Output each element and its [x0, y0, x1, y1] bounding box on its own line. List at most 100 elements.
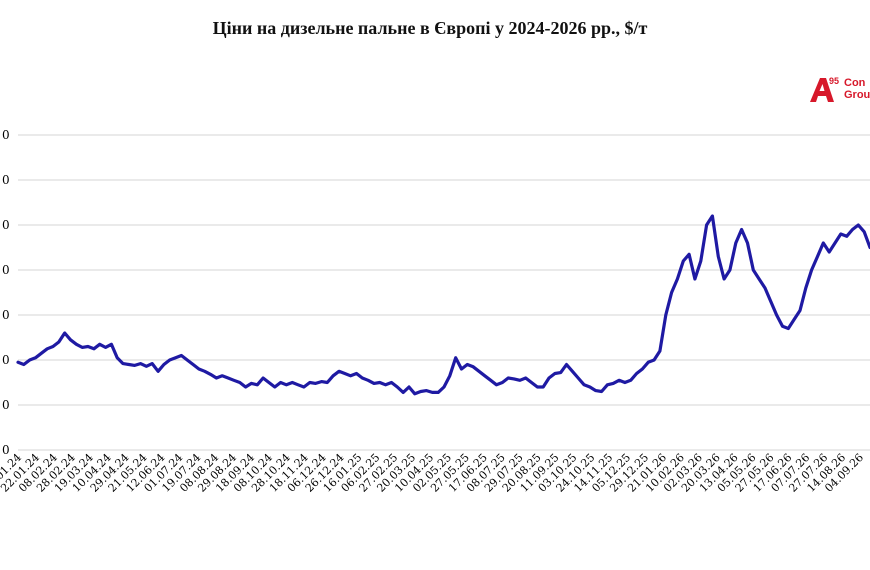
- y-tick-label: 0: [2, 263, 10, 277]
- data-point: [425, 389, 428, 392]
- data-point: [775, 314, 778, 316]
- data-point: [34, 357, 37, 359]
- data-point: [93, 348, 95, 350]
- data-point: [250, 382, 253, 385]
- data-point: [209, 373, 212, 376]
- data-point: [524, 377, 527, 379]
- data-point: [466, 363, 469, 366]
- data-point: [332, 375, 334, 377]
- data-point: [396, 386, 399, 388]
- data-point: [629, 379, 632, 382]
- data-point: [606, 384, 609, 386]
- y-tick-label: 0: [2, 173, 10, 187]
- data-point: [145, 365, 148, 368]
- data-point: [688, 253, 690, 256]
- data-point: [787, 327, 790, 330]
- series-group: [16, 214, 870, 396]
- data-point: [536, 386, 539, 388]
- data-point: [349, 375, 352, 377]
- data-point: [419, 390, 422, 393]
- data-point: [344, 372, 346, 375]
- data-point: [326, 381, 329, 384]
- data-point: [379, 381, 381, 384]
- y-tick-label: 0: [2, 308, 10, 322]
- data-point: [23, 363, 25, 366]
- data-point: [279, 381, 282, 384]
- data-point: [816, 255, 819, 258]
- data-point: [221, 375, 223, 377]
- data-point: [781, 325, 784, 328]
- data-point: [239, 381, 241, 384]
- y-axis-tick-labels: 0 0 0 0 0 0 0 0: [2, 128, 10, 457]
- data-point: [268, 381, 270, 384]
- data-point: [501, 381, 504, 384]
- data-point: [746, 242, 749, 244]
- data-point: [367, 379, 369, 382]
- data-point: [851, 228, 854, 231]
- data-point: [647, 361, 649, 364]
- data-point: [314, 382, 317, 385]
- data-point: [559, 371, 562, 374]
- data-point: [408, 386, 410, 388]
- data-point: [653, 359, 655, 361]
- data-point: [87, 345, 89, 348]
- data-point: [600, 390, 603, 393]
- data-point: [414, 393, 416, 395]
- data-point: [484, 375, 486, 377]
- data-point: [75, 343, 78, 346]
- company-logo: 95 Con Grou: [808, 72, 870, 108]
- data-point: [133, 364, 136, 367]
- data-point: [390, 381, 393, 384]
- data-point: [834, 242, 836, 244]
- data-point: [682, 260, 685, 262]
- logo-text-line2: Grou: [844, 89, 870, 101]
- data-point: [770, 300, 772, 303]
- data-point: [46, 348, 48, 350]
- data-point: [320, 380, 323, 383]
- data-point: [28, 359, 31, 361]
- data-point: [443, 386, 445, 388]
- data-point: [52, 345, 54, 348]
- data-point: [810, 269, 813, 271]
- data-point: [227, 377, 229, 379]
- data-point: [548, 377, 550, 379]
- logo-superscript: 95: [829, 76, 839, 86]
- data-point: [174, 357, 177, 359]
- data-point: [659, 350, 661, 352]
- data-point: [723, 278, 725, 280]
- data-point: [163, 363, 165, 366]
- data-point: [857, 224, 860, 226]
- data-point: [495, 384, 498, 386]
- data-point: [700, 260, 702, 262]
- data-point: [262, 377, 264, 379]
- data-point: [863, 231, 865, 233]
- data-point: [729, 269, 731, 271]
- data-point: [583, 384, 585, 386]
- y-tick-label: 0: [2, 443, 10, 457]
- data-point: [805, 287, 807, 289]
- data-point: [740, 228, 743, 231]
- data-point: [437, 391, 440, 394]
- data-point: [203, 370, 206, 373]
- data-point: [244, 386, 247, 388]
- data-point: [198, 368, 200, 370]
- data-point: [507, 377, 510, 379]
- data-point: [618, 379, 620, 382]
- data-point: [472, 366, 475, 368]
- data-point: [431, 391, 434, 394]
- y-tick-label: 0: [2, 128, 10, 142]
- data-point: [128, 363, 130, 366]
- data-point: [63, 332, 66, 334]
- data-point: [589, 386, 591, 388]
- logo-text-line1: Con: [844, 77, 866, 89]
- y-tick-label: 0: [2, 353, 10, 367]
- data-point: [752, 269, 755, 271]
- data-point: [168, 359, 171, 361]
- data-point: [110, 343, 113, 346]
- data-point: [764, 287, 766, 289]
- data-point: [449, 375, 451, 377]
- data-point: [373, 382, 375, 385]
- data-point: [274, 386, 276, 388]
